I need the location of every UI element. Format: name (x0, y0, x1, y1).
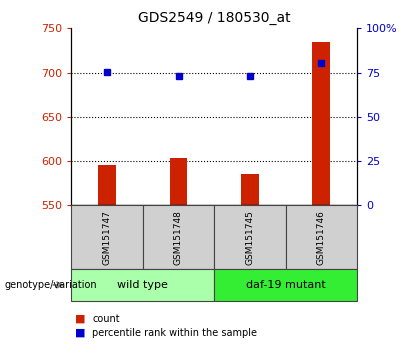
Text: GSM151748: GSM151748 (174, 210, 183, 265)
Text: wild type: wild type (117, 280, 168, 290)
Text: count: count (92, 314, 120, 324)
Bar (98, 165, 116, 205)
Bar (312, 41, 330, 205)
Text: ■: ■ (75, 328, 85, 338)
Text: daf-19 mutant: daf-19 mutant (246, 280, 326, 290)
Title: GDS2549 / 180530_at: GDS2549 / 180530_at (138, 11, 291, 24)
Text: genotype/variation: genotype/variation (4, 280, 97, 290)
Text: ■: ■ (75, 314, 85, 324)
Bar (241, 174, 259, 205)
Text: percentile rank within the sample: percentile rank within the sample (92, 328, 257, 338)
Bar (170, 158, 187, 205)
Text: GSM151746: GSM151746 (317, 210, 326, 265)
Text: GSM151747: GSM151747 (102, 210, 112, 265)
Text: GSM151745: GSM151745 (245, 210, 255, 265)
